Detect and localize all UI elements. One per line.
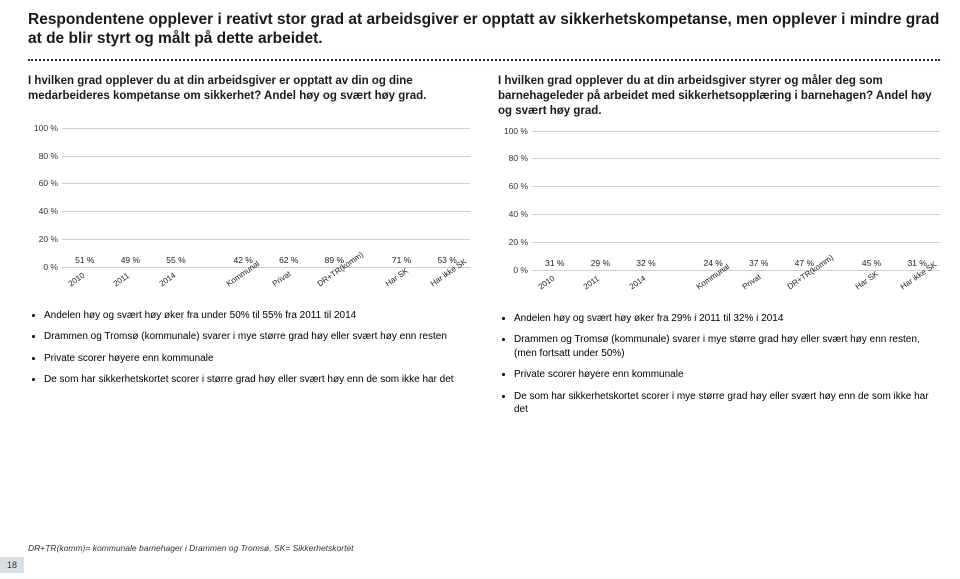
bullet-item: Private scorer høyere enn kommunale — [514, 368, 940, 382]
x-axis-spacer — [674, 274, 686, 296]
y-axis-label: 100 % — [498, 126, 528, 136]
y-axis-label: 80 % — [498, 153, 528, 163]
page-number: 18 — [0, 557, 24, 573]
left-bar-chart: 0 %20 %40 %60 %80 %100 %51 %49 %55 %42 %… — [28, 128, 470, 293]
y-axis-label: 40 % — [498, 209, 528, 219]
bars-container: 31 %29 %32 %24 %37 %47 %45 %31 % — [532, 131, 940, 270]
bullet-item: De som har sikkerhetskortet scorer i stø… — [44, 373, 470, 387]
right-question-title: I hvilken grad opplever du at din arbeid… — [498, 74, 940, 119]
y-axis-label: 60 % — [498, 181, 528, 191]
bullet-item: Andelen høy og svært høy øker fra under … — [44, 309, 470, 323]
y-axis-label: 100 % — [28, 123, 58, 133]
y-axis-label: 80 % — [28, 151, 58, 161]
left-bullets: Andelen høy og svært høy øker fra under … — [28, 309, 470, 387]
y-axis-label: 20 % — [498, 237, 528, 247]
y-axis-label: 0 % — [28, 262, 58, 272]
left-question-title: I hvilken grad opplever du at din arbeid… — [28, 74, 470, 116]
y-axis-label: 0 % — [498, 265, 528, 275]
bullet-item: Private scorer høyere enn kommunale — [44, 352, 470, 366]
left-column: I hvilken grad opplever du at din arbeid… — [28, 74, 470, 425]
bars-container: 51 %49 %55 %42 %62 %89 %71 %53 % — [62, 128, 470, 267]
bullet-item: Drammen og Tromsø (kommunale) svarer i m… — [44, 330, 470, 344]
right-column: I hvilken grad opplever du at din arbeid… — [498, 74, 940, 425]
footnote-text: DR+TR(komm)= kommunale barnehager i Dram… — [28, 543, 354, 553]
bullet-item: Drammen og Tromsø (kommunale) svarer i m… — [514, 333, 940, 360]
y-axis-label: 20 % — [28, 234, 58, 244]
bullet-item: Andelen høy og svært høy øker fra 29% i … — [514, 312, 940, 326]
x-axis-spacer — [204, 271, 216, 293]
x-axis-spacer — [832, 274, 844, 296]
page-title: Respondentene opplever i reativt stor gr… — [28, 10, 940, 49]
y-axis-label: 60 % — [28, 178, 58, 188]
bullet-item: De som har sikkerhetskortet scorer i mye… — [514, 390, 940, 417]
y-axis-label: 40 % — [28, 206, 58, 216]
two-column-layout: I hvilken grad opplever du at din arbeid… — [28, 74, 940, 425]
divider-dotted — [28, 59, 940, 61]
right-bullets: Andelen høy og svært høy øker fra 29% i … — [498, 312, 940, 417]
right-bar-chart: 0 %20 %40 %60 %80 %100 %31 %29 %32 %24 %… — [498, 131, 940, 296]
x-axis-spacer — [362, 271, 374, 293]
